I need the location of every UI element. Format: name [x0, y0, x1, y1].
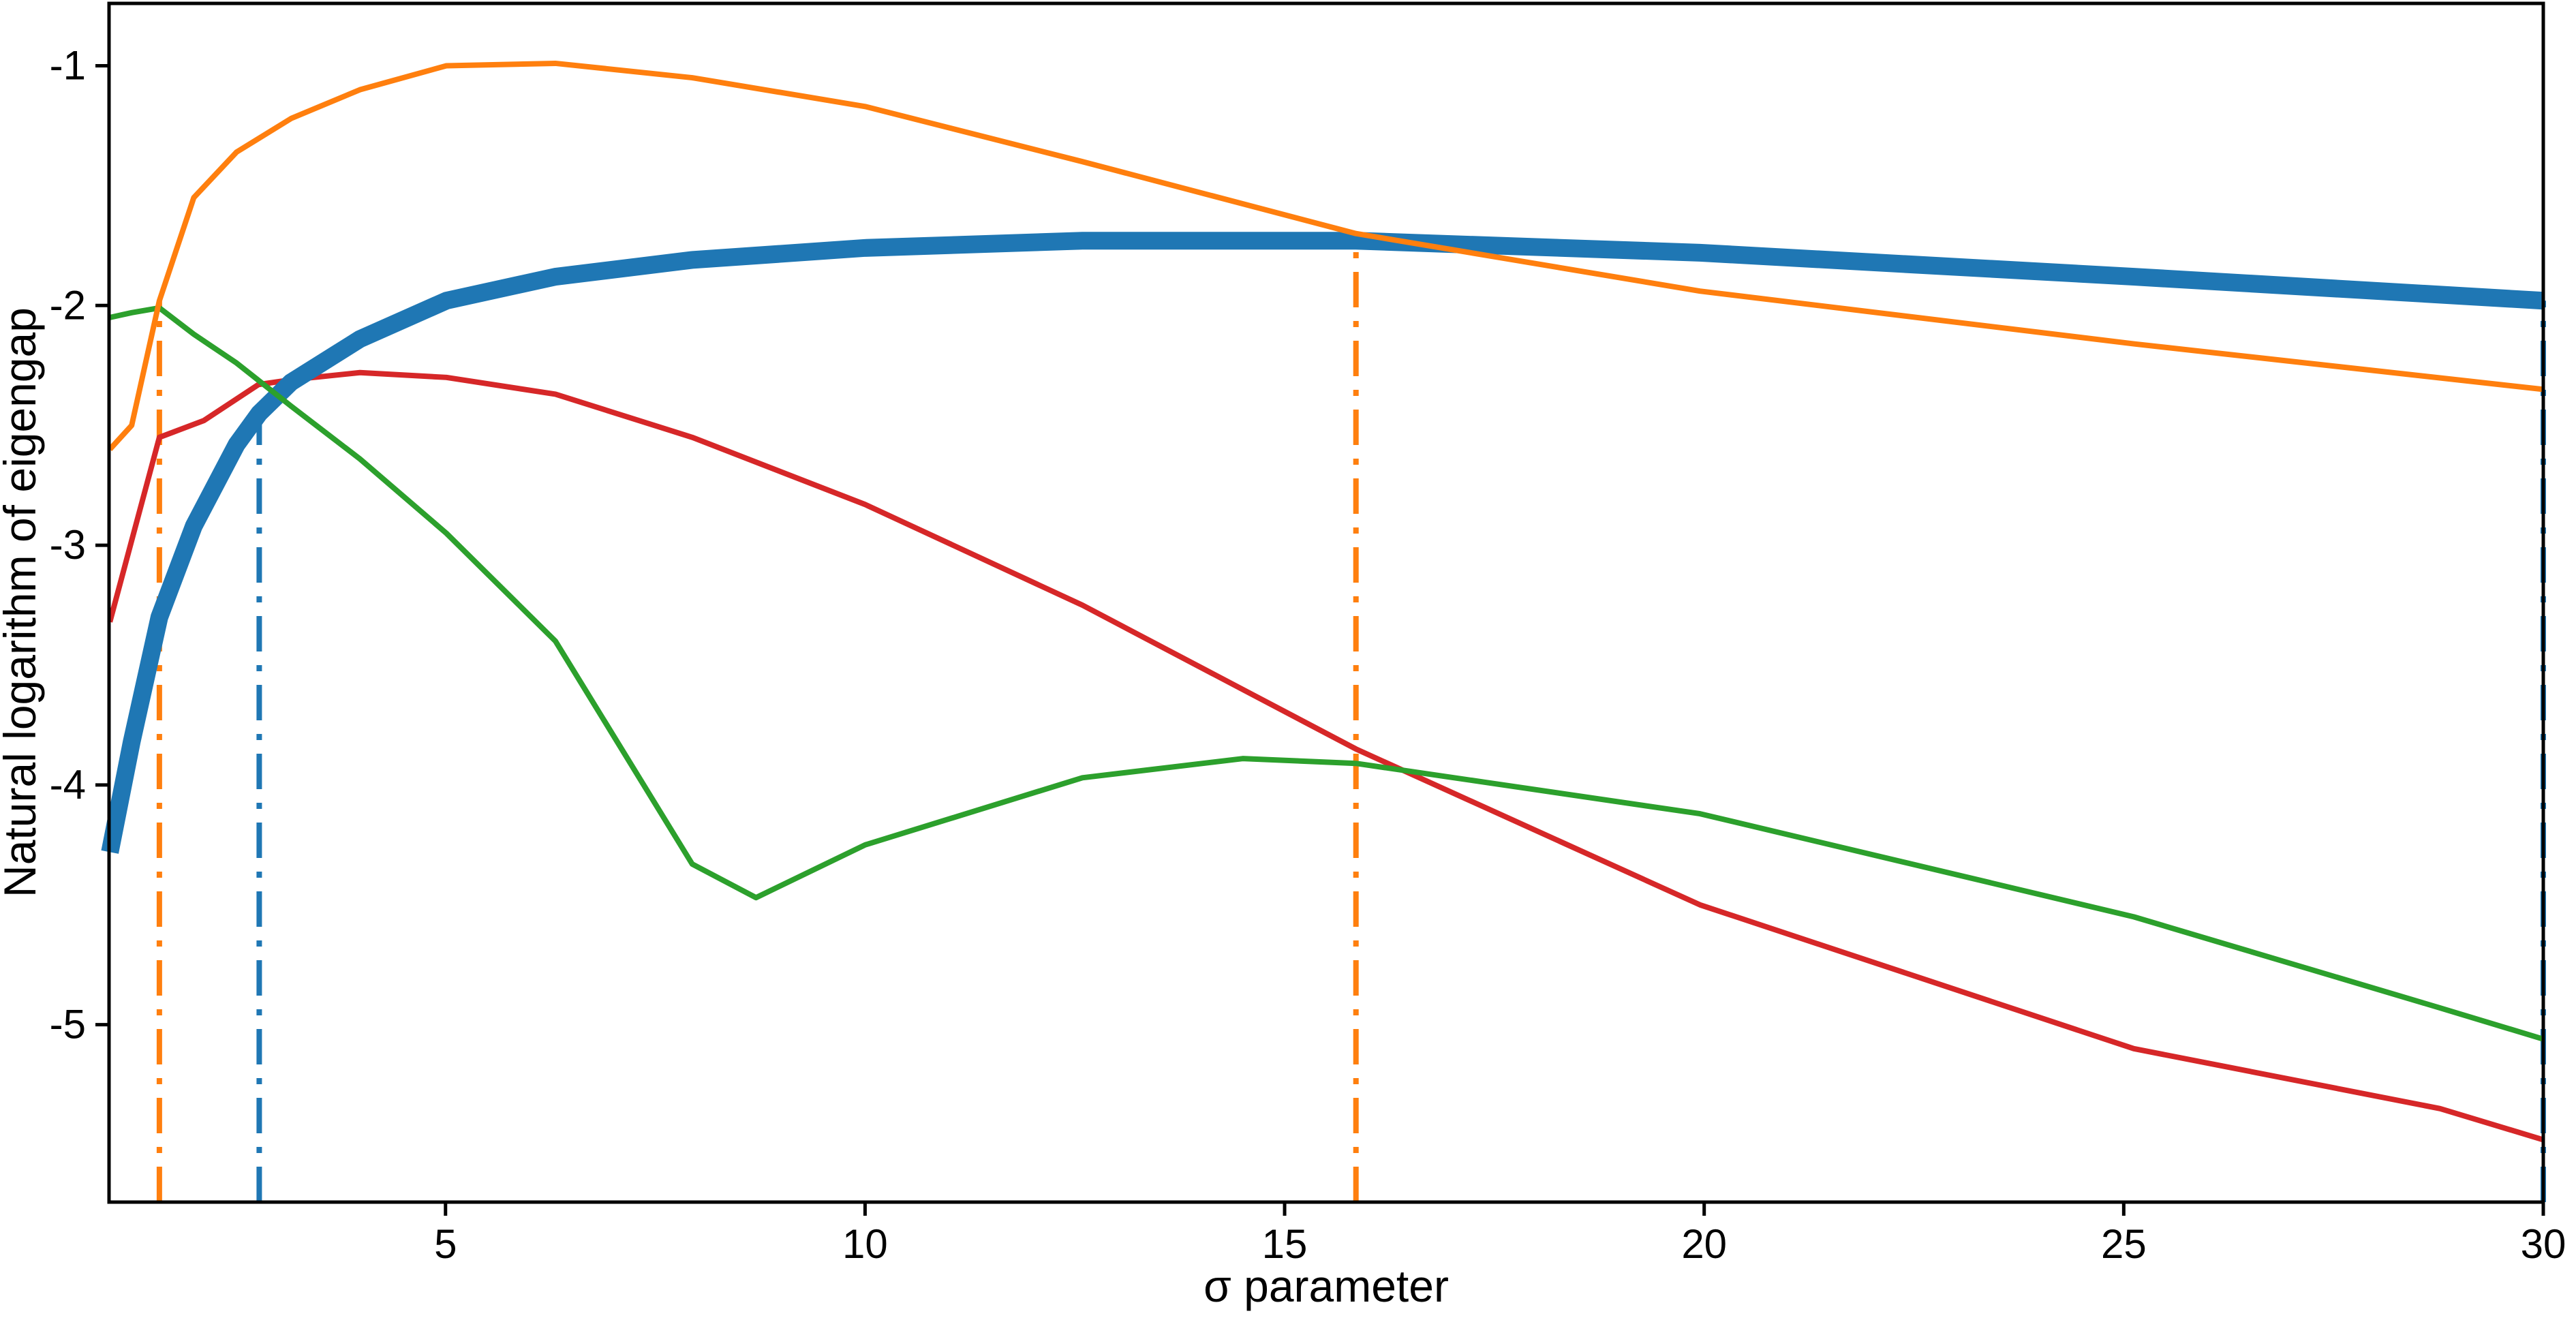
eigengap-curve-blue-thick: [101, 232, 2544, 854]
eigengap-curve-red: [107, 369, 2545, 1143]
x-tick-label: 25: [2101, 1221, 2147, 1267]
x-tick-label: 15: [1262, 1221, 1308, 1267]
x-tick-label: 20: [1681, 1221, 1727, 1267]
y-tick-label: -5: [50, 1002, 86, 1047]
y-tick-label: -1: [50, 42, 86, 88]
y-tick-label: -3: [50, 522, 86, 568]
eigengap-curve-orange: [108, 60, 2544, 452]
x-tick-label: 10: [842, 1221, 888, 1267]
y-axis-label: Natural logarithm of eigengap: [0, 307, 45, 897]
x-axis-label: σ parameter: [1203, 1261, 1449, 1311]
y-tick-label: -2: [50, 282, 86, 328]
plot-border: [107, 1, 2545, 1204]
y-tick-label: -4: [50, 762, 86, 808]
axes-and-ticks: 5 10 15 20 25 30 -1 -2 -3 -4 -5: [50, 1, 2566, 1267]
x-tick-label: 30: [2521, 1221, 2566, 1267]
x-tick-label: 5: [434, 1221, 457, 1267]
eigengap-curve-green: [109, 305, 2545, 1042]
data-series-lines: [101, 60, 2545, 1143]
